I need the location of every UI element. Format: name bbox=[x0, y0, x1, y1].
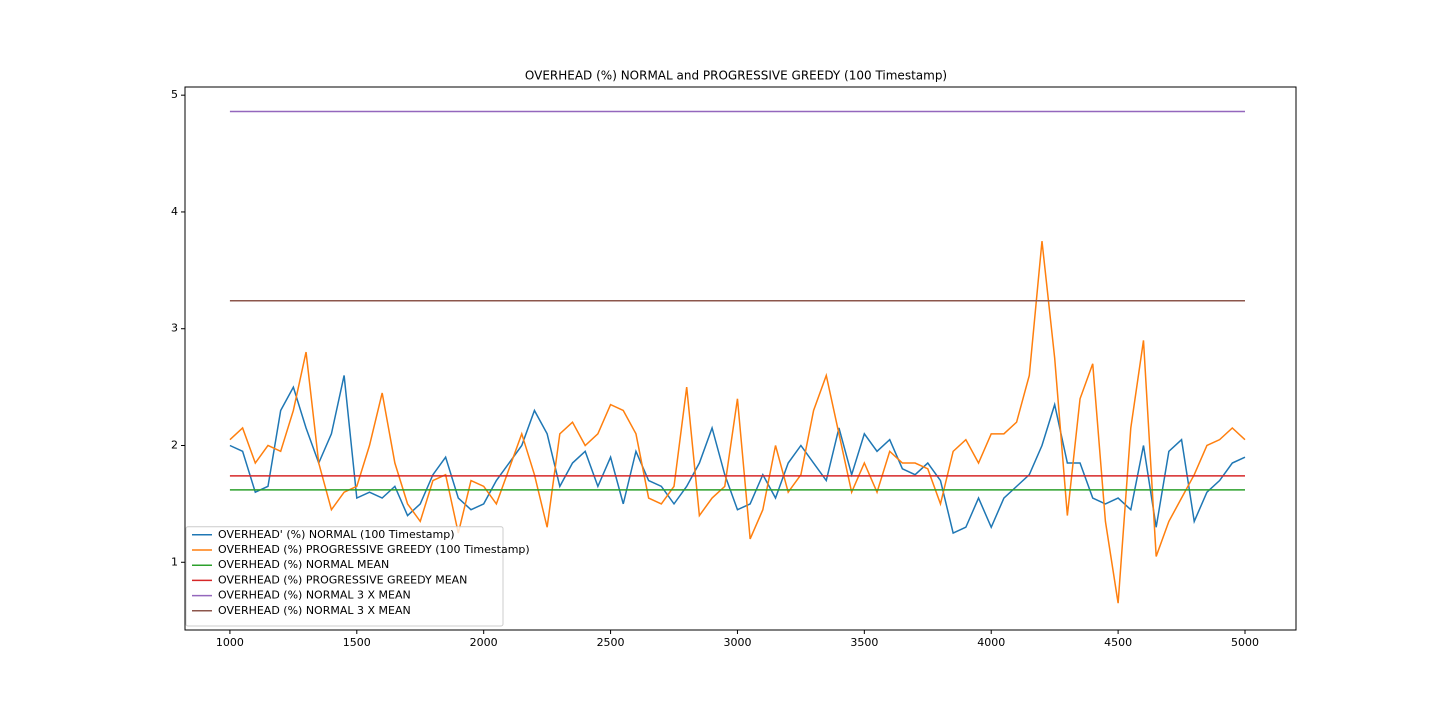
x-tick-label: 2000 bbox=[470, 636, 498, 649]
x-tick-label: 4500 bbox=[1104, 636, 1132, 649]
legend-label: OVERHEAD (%) NORMAL 3 X MEAN bbox=[218, 589, 411, 602]
plot-frame bbox=[184, 86, 1297, 631]
series-line bbox=[229, 375, 1246, 535]
y-tick-label: 4 bbox=[171, 205, 178, 218]
legend-label: OVERHEAD (%) PROGRESSIVE GREEDY MEAN bbox=[218, 573, 467, 586]
y-tick-label: 2 bbox=[171, 438, 178, 451]
x-tick-label: 5000 bbox=[1231, 636, 1259, 649]
legend-box bbox=[185, 526, 504, 627]
x-tick-label: 1500 bbox=[343, 636, 371, 649]
x-tick-label: 1000 bbox=[216, 636, 244, 649]
y-tick-label: 1 bbox=[171, 555, 178, 568]
legend-label: OVERHEAD (%) NORMAL MEAN bbox=[218, 558, 389, 571]
legend-label: OVERHEAD (%) NORMAL 3 X MEAN bbox=[218, 604, 411, 617]
y-tick-label: 5 bbox=[171, 88, 178, 101]
legend-label: OVERHEAD' (%) NORMAL (100 Timestamp) bbox=[218, 528, 455, 541]
x-tick-label: 3000 bbox=[723, 636, 751, 649]
chart-title: OVERHEAD (%) NORMAL and PROGRESSIVE GREE… bbox=[525, 69, 947, 83]
x-tick-label: 4000 bbox=[977, 636, 1005, 649]
legend-label: OVERHEAD (%) PROGRESSIVE GREEDY (100 Tim… bbox=[218, 543, 530, 556]
x-tick-label: 2500 bbox=[597, 636, 625, 649]
y-tick-label: 3 bbox=[171, 322, 178, 335]
series-line bbox=[229, 241, 1246, 604]
x-tick-label: 3500 bbox=[850, 636, 878, 649]
